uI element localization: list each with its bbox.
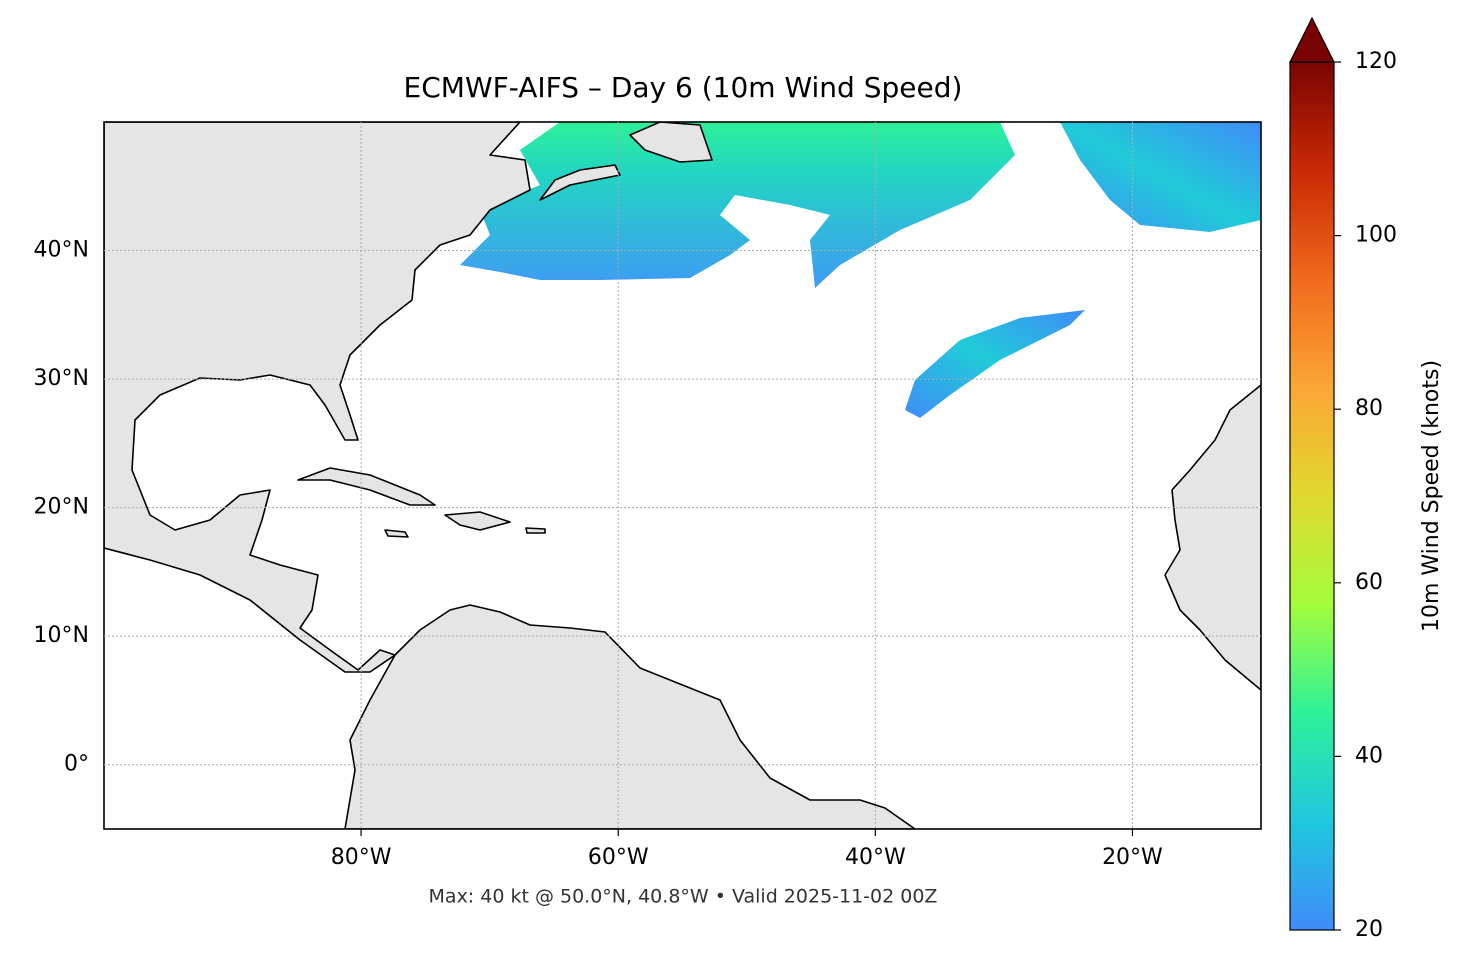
plot-frame	[103, 121, 1262, 830]
y-tick-label: 10°N	[34, 623, 89, 648]
land	[629, 122, 713, 163]
y-tick-label: 40°N	[34, 238, 89, 263]
wind-area	[905, 310, 1085, 418]
x-tick-label: 60°W	[588, 845, 649, 870]
land	[1164, 384, 1261, 691]
land	[444, 511, 511, 531]
colorbar-tick-label: 60	[1355, 570, 1383, 595]
land	[525, 527, 546, 534]
colorbar-tick-label: 80	[1355, 396, 1383, 421]
x-tick-label: 20°W	[1102, 845, 1163, 870]
land	[384, 529, 409, 538]
footer-note: Max: 40 kt @ 50.0°N, 40.8°W • Valid 2025…	[429, 886, 938, 908]
x-tick-label: 40°W	[845, 845, 906, 870]
x-tick-label: 80°W	[331, 845, 392, 870]
land	[104, 122, 531, 673]
map-layer	[104, 122, 1261, 829]
colorbar-tick-label: 100	[1355, 223, 1397, 248]
colorbar	[1289, 61, 1335, 931]
y-tick-label: 20°N	[34, 495, 89, 520]
colorbar-label: 10m Wind Speed (knots)	[1419, 360, 1444, 632]
colorbar-tick-label: 120	[1355, 49, 1397, 74]
chart-title: ECMWF-AIFS – Day 6 (10m Wind Speed)	[404, 71, 963, 104]
land	[297, 467, 436, 506]
land	[539, 164, 621, 201]
colorbar-tick-label: 40	[1355, 743, 1383, 768]
y-tick-label: 0°	[64, 752, 89, 777]
wind-area	[460, 122, 1015, 288]
land	[344, 604, 916, 829]
colorbar-extend	[1289, 16, 1335, 63]
y-tick-label: 30°N	[34, 366, 89, 391]
colorbar-tick-label: 20	[1355, 917, 1383, 942]
wind-area	[1060, 122, 1261, 232]
